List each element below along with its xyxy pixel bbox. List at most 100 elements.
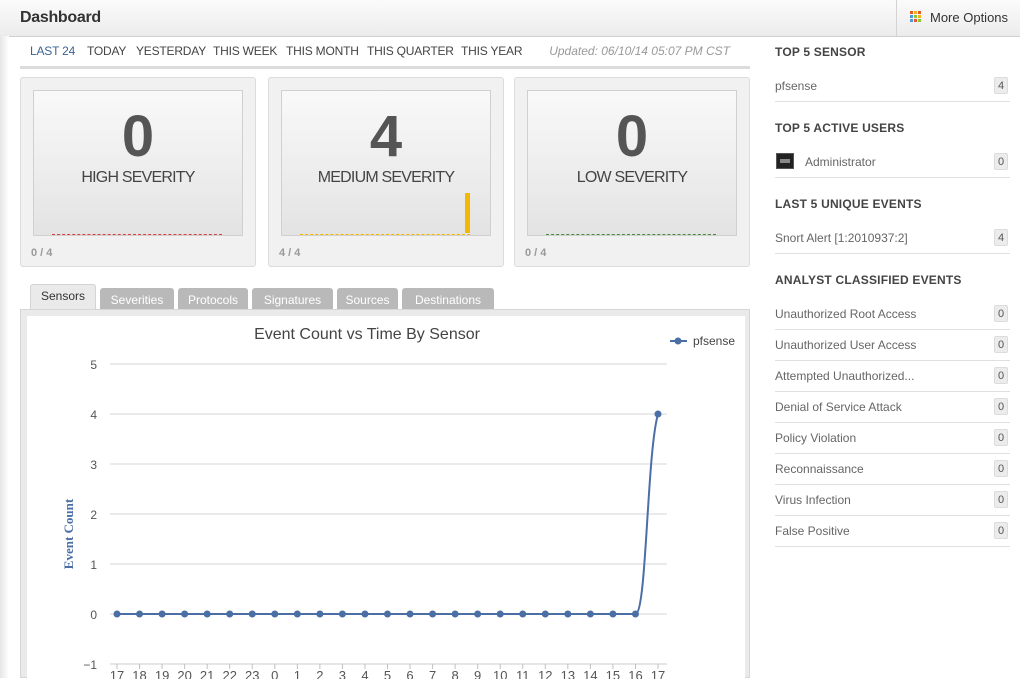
severity-count: 4	[369, 104, 403, 169]
severity-panel: 4 MEDIUM SEVERITY	[281, 90, 491, 236]
analyst-classified-events-row[interactable]: Unauthorized Root Access 0	[775, 298, 1010, 330]
legend-label[interactable]: pfsense	[693, 334, 735, 348]
grid-icon-cell	[910, 11, 913, 14]
time-range-last-24[interactable]: LAST 24	[30, 44, 76, 58]
top-5-active-users-row[interactable]: Administrator 0	[775, 146, 1010, 178]
row-label[interactable]: pfsense	[775, 79, 818, 93]
x-tick-label: 23	[245, 668, 259, 679]
grid-icon-cell	[914, 11, 917, 14]
data-point[interactable]	[293, 610, 301, 618]
analyst-classified-events-row[interactable]: Virus Infection 0	[775, 484, 1010, 516]
grid-icon-cell	[918, 19, 921, 22]
severity-count: 0	[615, 104, 649, 169]
data-point[interactable]	[451, 610, 459, 618]
x-tick-label: 0	[271, 668, 278, 679]
data-point[interactable]	[203, 610, 211, 618]
row-label[interactable]: Unauthorized User Access	[775, 338, 917, 352]
analyst-classified-events-row[interactable]: Denial of Service Attack 0	[775, 391, 1010, 423]
data-point[interactable]	[609, 610, 617, 618]
data-point[interactable]	[496, 610, 504, 618]
severity-card-high[interactable]: 0 HIGH SEVERITY 0 / 4	[20, 77, 256, 267]
severity-panel: 0 LOW SEVERITY	[527, 90, 737, 236]
count-badge: 4	[994, 77, 1008, 94]
time-range-this-month[interactable]: THIS MONTH	[286, 44, 359, 58]
data-point[interactable]	[519, 610, 527, 618]
data-point[interactable]	[586, 610, 594, 618]
row-label[interactable]: Reconnaissance	[775, 462, 864, 476]
data-point[interactable]	[181, 610, 189, 618]
data-point[interactable]	[406, 610, 414, 618]
severity-label: LOW SEVERITY	[576, 169, 688, 186]
x-tick-label: 4	[361, 668, 368, 679]
data-point[interactable]	[654, 410, 662, 418]
data-point[interactable]	[113, 610, 121, 618]
severity-ratio: 0 / 4	[31, 247, 53, 259]
row-label[interactable]: Virus Infection	[775, 493, 851, 507]
more-options-label: More Options	[930, 10, 1009, 25]
data-point[interactable]	[271, 610, 279, 618]
last-5-unique-events-row[interactable]: Snort Alert [1:2010937:2] 4	[775, 222, 1010, 254]
tab-severities[interactable]: Severities	[100, 288, 174, 310]
chart-panel: Event Count vs Time By Sensor −1 0 1 2 3 4 5 Eve…	[20, 309, 750, 679]
row-label[interactable]: Unauthorized Root Access	[775, 307, 917, 321]
x-tick-label: 3	[339, 668, 346, 679]
data-point[interactable]	[316, 610, 324, 618]
analyst-classified-events-row[interactable]: Unauthorized User Access 0	[775, 329, 1010, 361]
x-tick-label: 21	[200, 668, 214, 679]
analyst-classified-events-row[interactable]: False Positive 0	[775, 515, 1010, 547]
data-point[interactable]	[564, 610, 572, 618]
severity-level-bar	[465, 193, 470, 233]
top-5-sensor-heading: TOP 5 SENSOR	[775, 45, 866, 59]
grid-icon	[910, 11, 921, 22]
severity-card-low[interactable]: 0 LOW SEVERITY 0 / 4	[514, 77, 750, 267]
data-point[interactable]	[136, 610, 144, 618]
row-label[interactable]: Attempted Unauthorized...	[775, 369, 915, 383]
x-tick-label: 14	[583, 668, 597, 679]
count-badge: 0	[994, 429, 1008, 446]
row-label[interactable]: False Positive	[775, 524, 850, 538]
tab-signatures[interactable]: Signatures	[252, 288, 333, 310]
data-point[interactable]	[226, 610, 234, 618]
data-point[interactable]	[631, 610, 639, 618]
row-label[interactable]: Denial of Service Attack	[775, 400, 902, 414]
severity-baseline	[546, 234, 716, 235]
chart-area: Event Count vs Time By Sensor −1 0 1 2 3 4 5 Eve…	[27, 316, 745, 679]
analyst-classified-events-row[interactable]: Attempted Unauthorized... 0	[775, 360, 1010, 392]
time-range-yesterday[interactable]: YESTERDAY	[136, 44, 206, 58]
chart-title: Event Count vs Time By Sensor	[254, 326, 481, 343]
more-options-button[interactable]: More Options	[896, 0, 1020, 36]
row-label[interactable]: Snort Alert [1:2010937:2]	[775, 231, 908, 245]
x-tick-label: 6	[406, 668, 413, 679]
time-range-this-week[interactable]: THIS WEEK	[213, 44, 278, 58]
data-point[interactable]	[384, 610, 391, 618]
data-point[interactable]	[474, 610, 482, 618]
data-point[interactable]	[158, 610, 166, 618]
count-badge: 0	[994, 522, 1008, 539]
count-badge: 0	[994, 460, 1008, 477]
analyst-classified-events-row[interactable]: Policy Violation 0	[775, 422, 1010, 454]
tab-sensors[interactable]: Sensors	[30, 284, 96, 311]
event-count-chart: Event Count vs Time By Sensor−1012345Eve…	[61, 326, 735, 679]
data-point[interactable]	[429, 610, 437, 618]
row-label[interactable]: Policy Violation	[775, 431, 857, 445]
data-point[interactable]	[338, 610, 346, 618]
data-point[interactable]	[248, 610, 256, 618]
tab-destinations[interactable]: Destinations	[402, 288, 494, 310]
count-badge: 0	[994, 367, 1008, 384]
y-tick-label: 0	[90, 608, 97, 622]
x-tick-label: 17	[110, 668, 124, 679]
tab-sources[interactable]: Sources	[337, 288, 398, 310]
x-tick-label: 22	[222, 668, 236, 679]
row-label[interactable]: Administrator	[805, 155, 876, 169]
data-point[interactable]	[541, 610, 549, 618]
top-bar: Dashboard More Options	[0, 0, 1020, 37]
severity-card-medium[interactable]: 4 MEDIUM SEVERITY 4 / 4	[268, 77, 504, 267]
analyst-classified-events-row[interactable]: Reconnaissance 0	[775, 453, 1010, 485]
time-range-today[interactable]: TODAY	[87, 44, 127, 58]
time-range-this-year[interactable]: THIS YEAR	[461, 44, 523, 58]
x-tick-label: 7	[429, 668, 436, 679]
tab-protocols[interactable]: Protocols	[178, 288, 248, 310]
top-5-sensor-row[interactable]: pfsense 4	[775, 70, 1010, 102]
data-point[interactable]	[361, 610, 369, 618]
time-range-this-quarter[interactable]: THIS QUARTER	[367, 44, 454, 58]
